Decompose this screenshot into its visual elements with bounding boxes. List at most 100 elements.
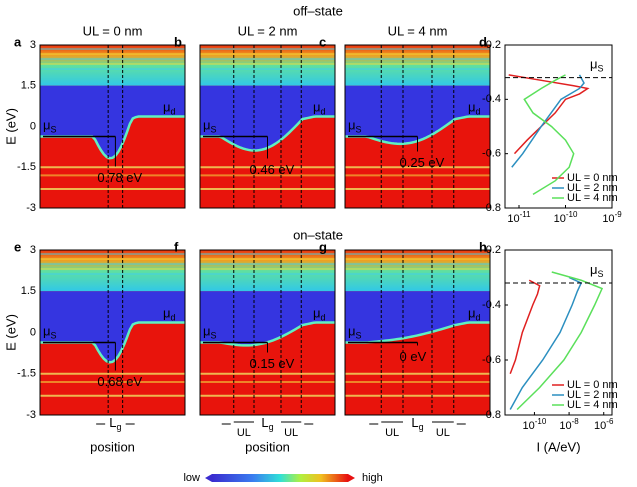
mu-s-label: μS xyxy=(348,324,362,341)
x-tick-label: 10-6 xyxy=(594,417,614,432)
conduction-band xyxy=(345,291,490,343)
y-axis-label: E (eV) xyxy=(3,108,18,145)
ul-label: UL xyxy=(284,427,298,439)
mu-d-label: μd xyxy=(163,100,176,117)
mu-s-label-main: μ xyxy=(203,118,211,133)
x-tick-label: 10-8 xyxy=(559,417,579,432)
y-tick-label: -0.8 xyxy=(482,202,501,214)
series-line xyxy=(509,276,583,410)
barrier-annotation: 0.68 eV xyxy=(97,374,142,389)
mu-s-label-main: μ xyxy=(348,118,356,133)
panel-letter: e xyxy=(14,239,21,254)
x-tick-label: 10-10 xyxy=(523,417,547,432)
legend-label: UL = 0 nm xyxy=(567,172,618,184)
band-region xyxy=(345,250,490,292)
band-region xyxy=(40,250,185,292)
mu-s-label: μS xyxy=(590,57,604,74)
panel-letter: g xyxy=(319,239,327,254)
x-tick-label: 10-11 xyxy=(507,210,531,225)
ul-label: UL xyxy=(436,427,450,439)
y-tick-label: -1.5 xyxy=(17,368,36,380)
mu-d-label: μd xyxy=(163,306,176,323)
series-line xyxy=(508,74,590,155)
mu-d-label: μd xyxy=(468,306,481,323)
panel-letter: b xyxy=(174,34,182,49)
x-tick-exp: -10 xyxy=(535,417,547,426)
legend-label: UL = 0 nm xyxy=(567,379,618,391)
gate-label-sub: g xyxy=(117,422,122,432)
y-tick-label: 0 xyxy=(30,326,36,338)
panel-title: UL = 4 nm xyxy=(388,23,448,38)
y-tick-label: -0.6 xyxy=(482,354,501,366)
x-tick-base: 10 xyxy=(602,213,614,225)
mu-s-label-sub: S xyxy=(211,125,217,135)
x-tick-exp: -11 xyxy=(520,210,532,219)
x-tick-exp: -8 xyxy=(572,417,580,426)
y-tick-label: -3 xyxy=(26,409,36,421)
y-axis-label: E (eV) xyxy=(3,314,18,351)
y-tick-label: -0.4 xyxy=(482,93,501,105)
mu-s-label-sub: S xyxy=(598,64,604,74)
colorbar-arrow xyxy=(205,474,212,482)
series-line xyxy=(509,279,541,375)
mu-s-label-sub: S xyxy=(356,331,362,341)
x-axis-label: position xyxy=(90,439,135,454)
barrier-annotation: 0 eV xyxy=(400,349,427,364)
mu-s-label-sub: S xyxy=(356,125,362,135)
mu-d-label: μd xyxy=(313,306,326,323)
x-tick-base: 10 xyxy=(559,420,571,432)
mu-s-label: μS xyxy=(43,324,57,341)
x-tick-base: 10 xyxy=(507,213,519,225)
section-title: off–state xyxy=(293,3,343,18)
y-tick-label: -0.4 xyxy=(482,299,501,311)
x-tick-base: 10 xyxy=(554,213,566,225)
legend-label: UL = 2 nm xyxy=(567,389,618,401)
y-tick-label: -0.8 xyxy=(482,409,501,421)
band-region xyxy=(200,45,335,86)
gate-label: Lg xyxy=(411,415,423,432)
mu-s-label-sub: S xyxy=(598,269,604,279)
series-line xyxy=(511,74,585,168)
y-tick-label: 1.5 xyxy=(21,80,36,92)
mu-s-label: μS xyxy=(348,118,362,135)
panel-letter: c xyxy=(319,34,326,49)
colorbar-low: low xyxy=(183,472,200,484)
gate-label-sub: g xyxy=(419,422,424,432)
frame xyxy=(504,249,613,416)
series-line xyxy=(523,74,575,196)
panel-title: UL = 0 nm xyxy=(83,23,143,38)
frame xyxy=(504,44,613,209)
legend-label: UL = 2 nm xyxy=(567,182,618,194)
mu-d-label-main: μ xyxy=(163,306,171,321)
y-tick-label: 0 xyxy=(30,120,36,132)
mu-d-label: μd xyxy=(468,100,481,117)
gate-label: Lg xyxy=(109,415,121,432)
frame xyxy=(39,44,186,209)
panel-letter: d xyxy=(479,34,487,49)
barrier-annotation: 0.78 eV xyxy=(97,170,142,185)
mu-d-label-sub: d xyxy=(476,107,481,117)
mu-d-label-sub: d xyxy=(171,107,176,117)
ul-label: UL xyxy=(385,427,399,439)
mu-d-label-main: μ xyxy=(163,100,171,115)
band-region xyxy=(200,250,335,292)
mu-s-label-sub: S xyxy=(51,331,57,341)
mu-s-label: μS xyxy=(203,118,217,135)
mu-d-label-main: μ xyxy=(313,306,321,321)
panel-letter: a xyxy=(14,34,22,49)
x-tick-label: 10-10 xyxy=(554,210,578,225)
mu-s-label-main: μ xyxy=(590,57,598,72)
mu-s-label-sub: S xyxy=(51,125,57,135)
mu-s-label: μS xyxy=(43,118,57,135)
legend-label: UL = 4 nm xyxy=(567,192,618,204)
gate-label: Lg xyxy=(261,415,273,432)
frame xyxy=(344,249,491,416)
mu-s-label-main: μ xyxy=(203,324,211,339)
band-region xyxy=(345,45,490,86)
mu-s-label-main: μ xyxy=(590,262,598,277)
y-tick-label: 3 xyxy=(30,39,36,51)
x-tick-base: 10 xyxy=(594,420,606,432)
barrier-annotation: 0.25 eV xyxy=(400,155,445,170)
panel-letter: f xyxy=(174,239,179,254)
barrier-annotation: 0.46 eV xyxy=(250,162,295,177)
